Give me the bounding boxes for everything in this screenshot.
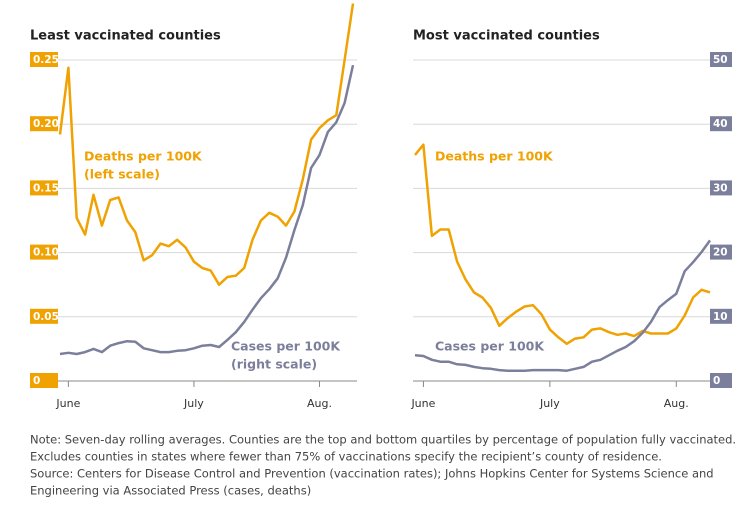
series-scale-note: (left scale) — [84, 167, 160, 182]
x-tick-label: June — [55, 397, 80, 410]
note: Note: Seven-day rolling averages. Counti… — [30, 433, 736, 447]
line — [58, 3, 355, 286]
y-tick-label: 50 — [713, 54, 728, 66]
y-tick-label: 0.25 — [33, 54, 59, 66]
tick-box — [710, 244, 732, 260]
y-tick-label: 30 — [713, 182, 728, 194]
tick-box — [30, 373, 58, 388]
y-tick-label: 10 — [713, 311, 728, 323]
tick-box — [710, 180, 732, 196]
line — [59, 64, 355, 356]
chart-title: Least vaccinated counties — [30, 29, 221, 44]
series-scale-note: (right scale) — [231, 357, 317, 372]
tick-box — [30, 308, 58, 324]
line — [414, 143, 711, 346]
series-label: Cases per 100K — [231, 339, 341, 354]
tick-box — [710, 373, 732, 388]
y-tick-label: 0 — [713, 375, 720, 387]
series-label: Deaths per 100K — [84, 149, 203, 164]
y-tick-label: 0.20 — [33, 118, 59, 130]
y-tick-label: 0.15 — [33, 182, 59, 194]
tick-box — [710, 52, 732, 67]
x-tick-label: July — [183, 397, 204, 410]
tick-box — [30, 116, 58, 132]
chart-title: Most vaccinated counties — [413, 29, 600, 44]
x-tick-label: Aug. — [307, 397, 332, 410]
x-tick-label: June — [410, 397, 435, 410]
y-tick-label: 0.05 — [33, 311, 59, 323]
y-tick-label: 20 — [713, 247, 728, 259]
series-label: Deaths per 100K — [435, 149, 554, 164]
note: Excludes counties in states where fewer … — [30, 450, 662, 464]
x-tick-label: Aug. — [664, 397, 689, 410]
tick-box — [30, 180, 58, 196]
note: Engineering via Associated Press (cases,… — [30, 484, 311, 498]
y-tick-label: 0 — [33, 375, 40, 387]
tick-box — [30, 244, 58, 260]
y-tick-label: 0.10 — [33, 247, 59, 259]
tick-box — [710, 308, 732, 324]
note: Source: Centers for Disease Control and … — [30, 467, 714, 481]
series-label: Cases per 100K — [435, 339, 545, 354]
line — [414, 239, 712, 372]
x-tick-label: July — [539, 397, 560, 410]
y-tick-label: 40 — [713, 118, 728, 130]
tick-box — [710, 116, 732, 132]
tick-box — [30, 52, 58, 67]
